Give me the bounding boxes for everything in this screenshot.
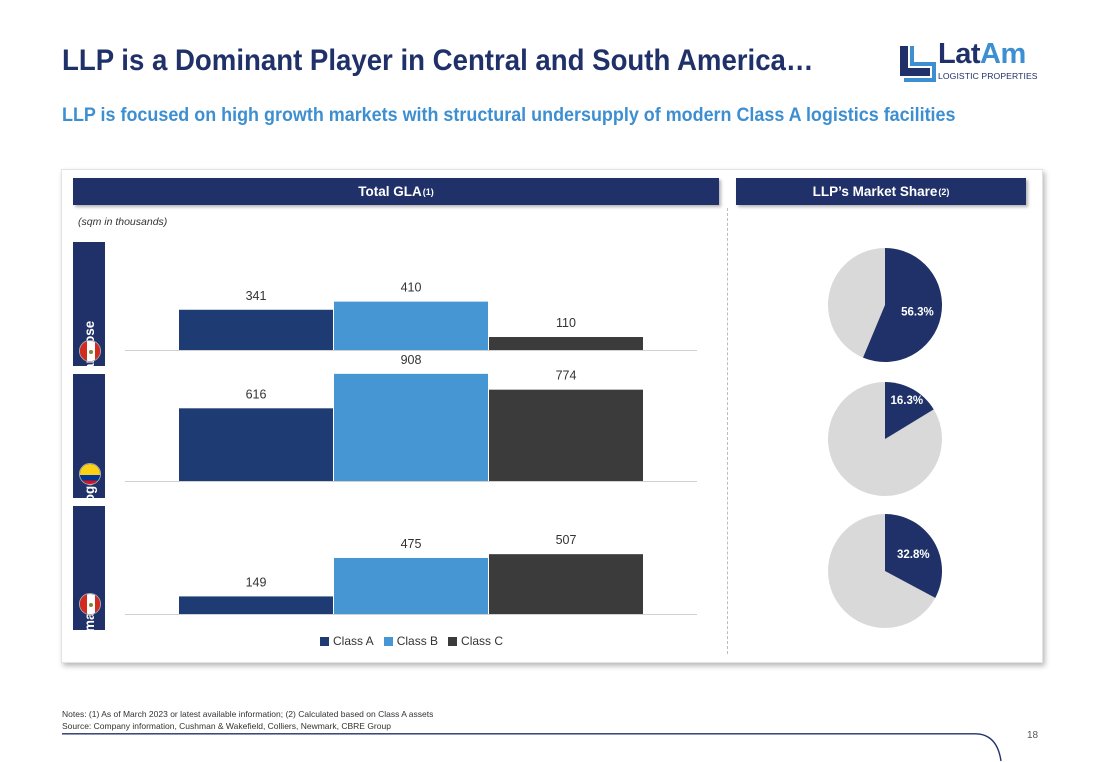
footnotes: Notes: (1) As of March 2023 or latest av…	[62, 708, 433, 732]
bar-value-label: 774	[556, 369, 577, 383]
chart-legend: Class A Class B Class C	[320, 634, 503, 648]
legend-swatch	[448, 636, 458, 646]
section-divider	[727, 208, 728, 654]
pie-value-label: 32.8%	[897, 549, 930, 561]
bar-class-a	[179, 309, 333, 350]
bar-class-a	[179, 408, 333, 481]
bar-class-b	[334, 557, 488, 614]
total-gla-header: Total GLA (1)	[73, 178, 719, 205]
logo-wordmark: LatAm	[938, 38, 1026, 70]
bar-value-label: 616	[246, 387, 267, 401]
bar-class-c	[489, 389, 643, 481]
page-title: LLP is a Dominant Player in Central and …	[62, 44, 814, 77]
flag-peru-icon	[79, 593, 101, 615]
page-subtitle: LLP is focused on high growth markets wi…	[62, 104, 956, 126]
bar-value-label: 410	[401, 281, 422, 295]
bar-value-label: 908	[401, 353, 422, 367]
bar-value-label: 110	[556, 316, 576, 330]
footer-line	[62, 733, 1002, 762]
logo-tagline: LOGISTIC PROPERTIES	[938, 71, 1038, 81]
pie-slice-llp	[863, 248, 943, 363]
page-number: 18	[1027, 730, 1039, 741]
flag-peru-icon	[79, 340, 101, 362]
source-line: Source: Company information, Cushman & W…	[62, 721, 391, 731]
bar-value-label: 475	[401, 537, 422, 551]
flag-colombia-icon	[79, 463, 101, 485]
logo-mark-icon	[900, 46, 936, 82]
bar-class-c	[489, 337, 643, 350]
legend-item: Class C	[448, 634, 503, 648]
legend-item: Class B	[383, 634, 438, 648]
legend-swatch	[383, 636, 393, 646]
pie-slice-llp	[885, 382, 934, 439]
bar-value-label: 507	[556, 533, 577, 547]
bar-class-c	[489, 554, 643, 614]
pie-value-label: 16.3%	[890, 395, 923, 407]
company-logo: LatAm LOGISTIC PROPERTIES	[898, 38, 1040, 84]
legend-item: Class A	[320, 634, 374, 648]
legend-swatch	[320, 636, 329, 646]
bar-value-label: 341	[246, 289, 267, 303]
bar-class-a	[179, 596, 333, 614]
notes-line: Notes: (1) As of March 2023 or latest av…	[62, 709, 434, 719]
pie-slice-llp	[885, 514, 942, 598]
bar-value-label: 149	[246, 575, 267, 589]
bar-class-b	[334, 301, 488, 350]
bar-class-b	[334, 373, 488, 481]
pie-value-label: 56.3%	[901, 307, 934, 319]
unit-note: (sqm in thousands)	[78, 216, 168, 228]
market-share-header: LLP’s Market Share (2)	[736, 178, 1026, 205]
